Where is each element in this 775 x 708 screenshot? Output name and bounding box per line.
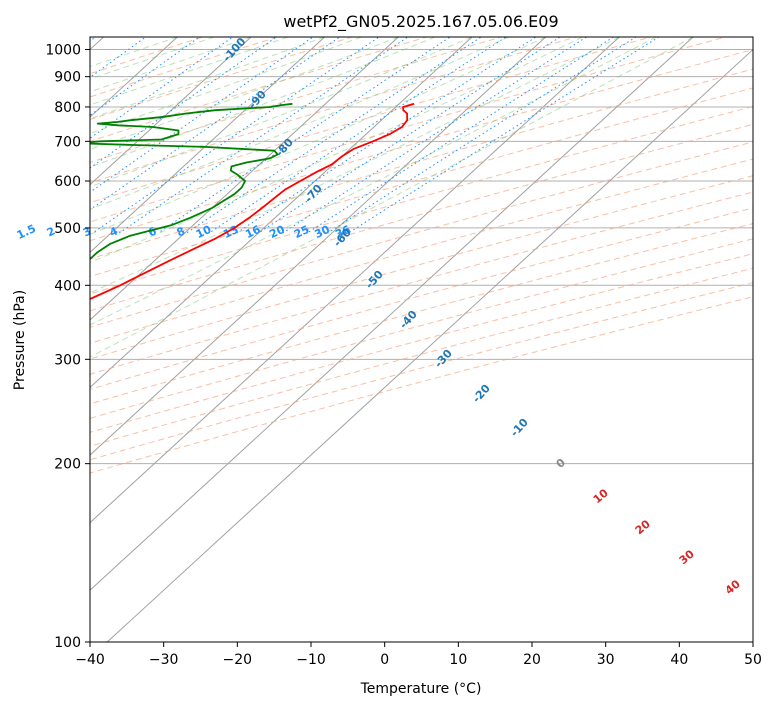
isotherm-line (90, 37, 400, 321)
dry-adiabat-line (90, 207, 753, 390)
x-axis-title: Temperature (°C) (360, 681, 482, 697)
dry-adiabat-line (90, 37, 504, 163)
isotherm-line (90, 37, 621, 524)
x-tick-label: −30 (149, 652, 179, 668)
mixing-ratio-label: 16 (243, 223, 263, 241)
moist-adiabat-line (90, 37, 657, 326)
x-tick-label: 50 (744, 652, 762, 668)
moist-adiabat-line (90, 37, 620, 294)
mixing-ratio-line (186, 37, 483, 234)
x-axis-ticks: −40 −30 −20 −10 0 10 20 30 40 50 (75, 642, 762, 668)
mixing-ratio-line (208, 37, 507, 234)
dry-adiabat-line (90, 37, 578, 184)
y-axis-ticks: 100 200 300 400 500 600 700 800 900 1000 (45, 43, 90, 651)
mixing-ratio-line (306, 37, 615, 234)
y-tick-label: 200 (54, 457, 81, 473)
y-tick-label: 500 (54, 221, 81, 237)
isotherm-line (90, 37, 326, 253)
moist-adiabat-line (90, 37, 399, 150)
x-tick-label: −20 (223, 652, 253, 668)
mixing-ratio-label: 36 (333, 223, 353, 241)
x-tick-label: 10 (449, 652, 467, 668)
x-tick-label: 0 (380, 652, 389, 668)
grid-layer (90, 37, 753, 642)
dry-adiabat-line (90, 105, 753, 295)
y-axis-title: Pressure (hPa) (12, 290, 28, 390)
isotherm-line (90, 37, 547, 456)
y-tick-label: 400 (54, 278, 81, 294)
dry-adiabat-line (90, 68, 753, 260)
isotherm-line (90, 37, 473, 389)
moist-adiabat-line (90, 37, 546, 235)
y-tick-label: 100 (54, 635, 81, 651)
plot-frame (89, 36, 754, 643)
mixing-ratio-line (258, 37, 561, 234)
mixing-ratio-label: 10 (194, 223, 214, 241)
dry-adiabat-line (90, 223, 753, 405)
moist-adiabat-line (90, 37, 252, 93)
chart-title: wetPf2_GN05.2025.167.05.06.E09 (283, 12, 558, 32)
moist-adiabat-line (90, 37, 289, 106)
y-tick-label: 600 (54, 174, 81, 190)
dewpoint-profile-line (90, 102, 293, 261)
moist-adiabat-line (90, 37, 436, 168)
temperature-profile-line (90, 102, 415, 300)
dry-adiabat-line (90, 238, 753, 419)
y-tick-label: 1000 (45, 43, 81, 59)
x-tick-label: 40 (670, 652, 688, 668)
moist-adiabat-line (90, 37, 694, 358)
mixing-ratio-line (90, 37, 201, 116)
isotherm-line (106, 48, 753, 642)
mixing-ratio-line (90, 37, 278, 169)
profile-lines (90, 102, 415, 300)
y-tick-label: 900 (54, 70, 81, 86)
dry-adiabat-line (90, 37, 429, 142)
mixing-ratio-line (236, 37, 537, 234)
dry-adiabat-line (90, 282, 753, 461)
mixing-ratio-label: 30 (313, 223, 333, 241)
x-tick-label: −10 (296, 652, 326, 668)
mixing-ratio-line (157, 37, 452, 234)
y-tick-label: 800 (54, 100, 81, 116)
moist-adiabat-line (90, 37, 362, 134)
moist-adiabat-line (90, 37, 510, 210)
mixing-ratio-line (90, 37, 147, 79)
y-tick-label: 300 (54, 352, 81, 368)
x-tick-label: 20 (523, 652, 541, 668)
y-tick-label: 700 (54, 134, 81, 150)
dry-adiabat-line (90, 296, 753, 474)
mixing-ratio-label: 20 (267, 223, 287, 241)
x-tick-label: 30 (597, 652, 615, 668)
isotherm-line (90, 37, 252, 186)
mixing-ratio-line (92, 37, 380, 234)
mixing-ratio-label: 25 (292, 223, 311, 241)
x-tick-label: −40 (75, 652, 105, 668)
dry-adiabat-line (90, 87, 753, 278)
moist-adiabat-line (90, 37, 473, 188)
mixing-ratio-line (282, 37, 588, 234)
